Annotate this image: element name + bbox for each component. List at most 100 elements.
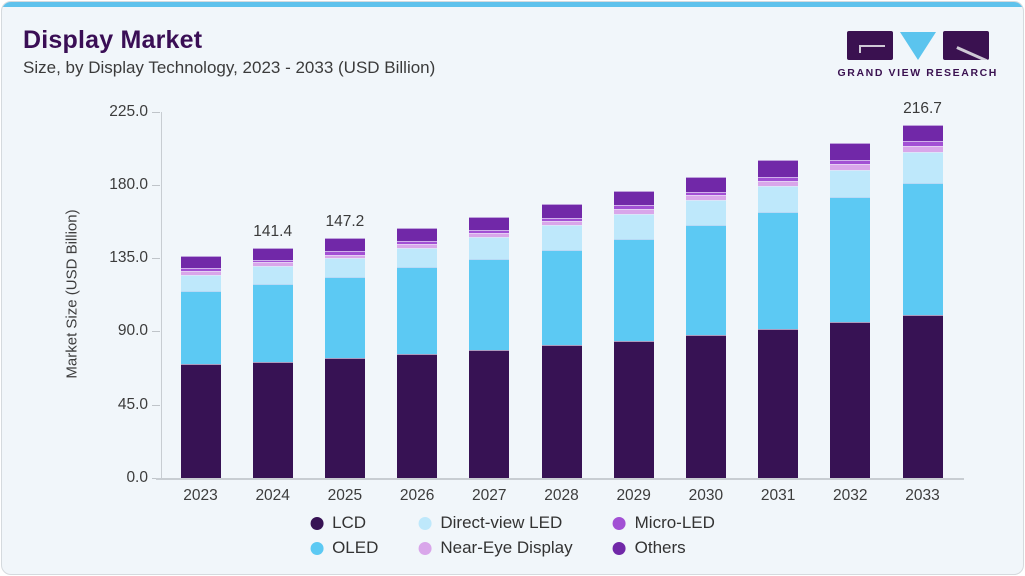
legend-dot-icon — [418, 516, 432, 530]
y-tick-mark — [152, 184, 160, 186]
y-tick-label: 135.0 — [109, 249, 148, 267]
bar-segment-direct-view-led-2023 — [180, 274, 221, 291]
x-tick-label: 2025 — [327, 487, 363, 504]
bar-segment-others-2027 — [469, 216, 510, 230]
bar-segment-others-2033 — [902, 125, 943, 141]
bar-segment-near-eye-display-2024 — [252, 262, 293, 266]
bar-total-label-2033: 216.7 — [903, 100, 942, 118]
bar-segment-lcd-2033 — [902, 315, 943, 478]
legend-dot-icon — [612, 516, 626, 530]
bar-segment-micro-led-2025 — [324, 251, 365, 255]
bar-segment-oled-2026 — [397, 266, 438, 354]
bar-segment-micro-led-2030 — [685, 191, 726, 195]
bar-segment-direct-view-led-2033 — [902, 151, 943, 183]
x-tick-label: 2023 — [183, 487, 218, 504]
bar-segment-others-2030 — [685, 176, 726, 192]
bar-segment-near-eye-display-2029 — [613, 208, 654, 214]
bar-segment-near-eye-display-2023 — [180, 270, 221, 275]
legend-dot-icon — [310, 541, 324, 555]
bar-segment-near-eye-display-2030 — [685, 194, 726, 200]
bar-segment-direct-view-led-2026 — [397, 247, 438, 267]
legend-item-oled: OLED — [310, 538, 378, 558]
x-tick-label: 2031 — [760, 487, 796, 504]
bar-segment-lcd-2031 — [758, 328, 799, 478]
x-tick-label: 2032 — [833, 487, 868, 504]
bar-total-label-2024: 141.4 — [253, 222, 293, 240]
bar-segment-lcd-2027 — [469, 349, 510, 478]
bar-segment-micro-led-2023 — [180, 267, 221, 271]
bar-segment-lcd-2028 — [541, 344, 582, 478]
bar-segment-direct-view-led-2028 — [541, 224, 582, 250]
grand-view-research-logo: GRAND VIEW RESEARCH — [838, 31, 999, 79]
legend-label: Direct-view LED — [440, 513, 563, 532]
logo-text: GRAND VIEW RESEARCH — [837, 67, 998, 79]
legend-item-micro-led: Micro-LED — [612, 513, 715, 533]
bar-segment-lcd-2025 — [324, 357, 365, 478]
bar-segment-near-eye-display-2031 — [758, 181, 799, 187]
y-tick-label: 0.0 — [126, 469, 148, 486]
chart-legend: LCD Direct-view LED Micro-LED OLED Near-Eye … — [310, 513, 715, 558]
logo-v-icon — [899, 31, 936, 60]
bar-segment-direct-view-led-2027 — [469, 236, 510, 259]
bar-segment-others-2032 — [830, 142, 871, 160]
page-subtitle: Size, by Display Technology, 2023 - 2033… — [23, 58, 436, 77]
logo-g-glyph-hook — [858, 44, 862, 53]
bar-segment-oled-2033 — [902, 182, 943, 316]
y-tick-mark — [152, 331, 160, 333]
bar-segment-micro-led-2024 — [252, 259, 293, 263]
y-tick-label: 225.0 — [109, 102, 148, 120]
x-tick-label: 2028 — [544, 487, 579, 504]
legend-item-near-eye-display: Near-Eye Display — [418, 538, 573, 558]
x-tick-label: 2029 — [616, 487, 651, 504]
legend-dot-icon — [418, 541, 432, 555]
y-tick-mark — [152, 404, 160, 406]
bar-segment-direct-view-led-2025 — [324, 257, 365, 277]
logo-r-icon — [942, 31, 989, 60]
y-axis-title: Market Size (USD Billion) — [63, 209, 81, 379]
y-tick-mark — [152, 258, 160, 260]
bar-segment-near-eye-display-2027 — [469, 232, 510, 237]
legend-label: Micro-LED — [634, 513, 715, 532]
bar-segment-micro-led-2033 — [902, 140, 943, 146]
y-tick-mark — [152, 111, 160, 113]
bar-segment-near-eye-display-2026 — [397, 244, 438, 248]
bar-segment-lcd-2029 — [613, 340, 654, 478]
bar-segment-oled-2029 — [613, 238, 654, 341]
bar-segment-direct-view-led-2031 — [758, 186, 799, 212]
bar-segment-oled-2023 — [180, 290, 221, 365]
bar-segment-oled-2031 — [758, 211, 799, 329]
y-tick-label: 90.0 — [117, 322, 148, 340]
legend-item-others: Others — [612, 538, 715, 558]
y-tick-label: 45.0 — [117, 395, 148, 413]
bar-segment-micro-led-2027 — [469, 229, 510, 233]
bar-segment-oled-2025 — [324, 276, 365, 358]
bar-segment-micro-led-2026 — [397, 241, 438, 245]
x-tick-label: 2033 — [905, 487, 940, 504]
legend-item-direct-view-led: Direct-view LED — [418, 513, 572, 533]
bar-segment-micro-led-2031 — [758, 177, 799, 182]
legend-label: Others — [634, 538, 686, 557]
bar-segment-near-eye-display-2032 — [830, 163, 871, 170]
bar-segment-direct-view-led-2024 — [252, 265, 293, 284]
legend-dot-icon — [612, 541, 626, 555]
legend-label: LCD — [332, 513, 367, 532]
bar-segment-others-2023 — [180, 255, 221, 268]
top-accent-bar — [2, 2, 1023, 7]
bar-segment-others-2029 — [613, 190, 654, 206]
logo-g-icon — [846, 31, 893, 60]
bar-segment-lcd-2024 — [252, 361, 293, 478]
bar-segment-oled-2030 — [685, 224, 726, 335]
page-title: Display Market — [23, 26, 203, 54]
bar-segment-others-2031 — [758, 160, 799, 178]
bar-segment-others-2024 — [252, 247, 293, 260]
y-tick-label: 180.0 — [109, 175, 148, 193]
bar-segment-direct-view-led-2029 — [613, 213, 654, 239]
logo-g-glyph — [858, 44, 886, 48]
bar-segment-micro-led-2028 — [541, 217, 582, 221]
bar-segment-oled-2027 — [469, 258, 510, 350]
bar-segment-others-2026 — [397, 228, 438, 242]
bar-segment-near-eye-display-2033 — [902, 145, 943, 152]
bar-segment-lcd-2026 — [397, 353, 438, 478]
